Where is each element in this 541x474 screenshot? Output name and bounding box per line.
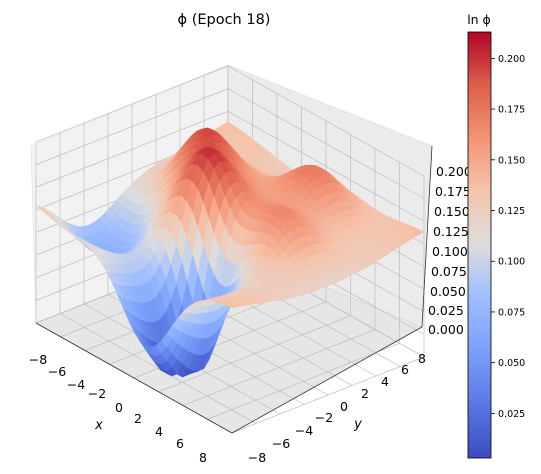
x-tick-label: 0 [115, 400, 123, 415]
colorbar-tick-label: 0.100 [498, 257, 525, 268]
colorbar-tick-label: 0.025 [498, 409, 525, 420]
y-tick-label: −8 [248, 450, 266, 465]
x-tick-label: 6 [176, 436, 184, 451]
x-tick-labels: −8 −6 −4 −2 0 2 4 6 8 [29, 352, 207, 465]
colorbar-tick-label: 0.150 [498, 155, 525, 166]
z-tick-labels: 0.000 0.025 0.050 0.075 0.100 0.125 0.15… [428, 164, 472, 337]
z-tick-label: 0.050 [430, 284, 466, 299]
y-tick-label: 8 [418, 351, 426, 366]
chart-title: ϕ (Epoch 18) [178, 12, 271, 28]
grid-line [227, 110, 425, 222]
x-tick-label: −4 [67, 377, 85, 392]
colorbar-tick-label: 0.050 [498, 358, 525, 369]
y-tick-labels: −8 −6 −4 −2 0 2 4 6 8 [248, 351, 426, 465]
grid-line [227, 88, 425, 199]
colorbar-tick-label: 0.175 [498, 105, 525, 116]
x-tick-label: −8 [29, 352, 47, 367]
z-tick-label: 0.075 [431, 264, 467, 279]
axes-3d [30, 64, 433, 434]
colorbar-tick-label: 0.200 [498, 54, 525, 65]
y-tick-label: 0 [340, 399, 348, 414]
y-tick-label: −2 [315, 410, 333, 425]
grid-line [231, 356, 425, 434]
colorbar: ln ϕ 0.025 0.050 0.075 0.100 0.125 0.150 0.175… [467, 12, 525, 459]
y-axis-label: y [353, 417, 362, 432]
colorbar-tick-label: 0.125 [498, 206, 525, 217]
colorbar-label: ln ϕ [467, 12, 491, 27]
colorbar-tick-label: 0.075 [498, 307, 525, 318]
z-tick-label: 0.150 [434, 204, 470, 219]
x-tick-label: 2 [134, 411, 142, 426]
x-tick-label: −6 [48, 364, 66, 379]
colorbar-ticks: 0.025 0.050 0.075 0.100 0.125 0.150 0.175 0.200 [491, 54, 525, 420]
grid-line [182, 329, 376, 406]
grid-line [227, 65, 425, 177]
z-tick-label: 0.200 [436, 164, 472, 179]
z-tick-label: 0.175 [435, 184, 471, 199]
x-tick-label: 4 [155, 424, 163, 439]
z-tick-label: 0.000 [428, 322, 464, 337]
surface-plot [35, 121, 425, 378]
grid-line [35, 65, 229, 143]
y-tick-label: 6 [401, 362, 409, 377]
y-tick-label: −6 [272, 436, 290, 451]
colorbar-gradient [467, 31, 492, 459]
axis-lines [35, 145, 433, 434]
y-tick-label: 2 [361, 386, 369, 401]
x-tick-label: −2 [88, 386, 106, 401]
grid-line [35, 88, 229, 165]
z-tick-label: 0.025 [428, 303, 464, 318]
y-tick-label: −4 [295, 423, 313, 438]
grid-line [158, 315, 351, 393]
z-tick-label: 0.100 [432, 244, 468, 259]
surface-patch [225, 304, 238, 309]
z-tick-label: 0.125 [433, 224, 469, 239]
y-tick-label: 4 [381, 374, 389, 389]
x-tick-label: 8 [199, 450, 207, 465]
grid-line [207, 342, 400, 420]
grid-line [35, 110, 229, 188]
x-axis-label: x [94, 418, 103, 433]
